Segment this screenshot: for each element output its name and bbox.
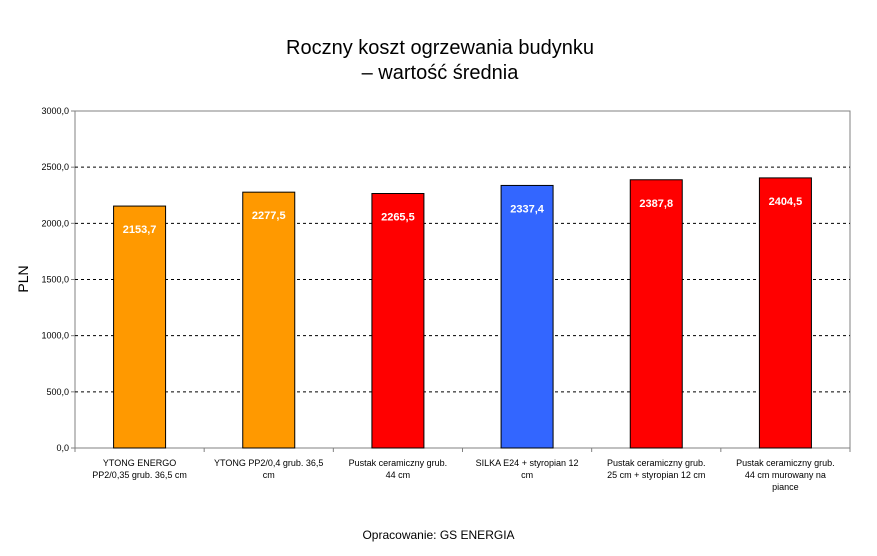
x-tick-label: YTONG PP2/0,4 grub. 36,5 [214, 458, 323, 468]
y-tick-label: 0,0 [56, 443, 69, 453]
bars: 2153,7 2277,5 2265,5 2337,4 2387,8 2404,5 [113, 177, 812, 449]
y-axis-label: PLN [15, 265, 31, 292]
plot-area [74, 110, 851, 449]
x-tick-label: Pustak ceramiczny grub. [736, 458, 835, 468]
x-axis: YTONG ENERGO PP2/0,35 grub. 36,5 cm YTONG … [74, 448, 851, 492]
x-tick-label: 25 cm + styropian 12 cm [607, 470, 705, 480]
x-tick-label: 44 cm [386, 470, 411, 480]
y-axis: 0,0 500,0 1000,0 1500,0 2000,0 2500,0 3000,0 [41, 106, 75, 453]
y-tick-label: 1500,0 [41, 275, 69, 285]
x-tick-label: SILKA E24 + styropian 12 [476, 458, 579, 468]
data-label: 2265,5 [381, 212, 415, 224]
y-tick-label: 2000,0 [41, 218, 69, 228]
y-tick-label: 1000,0 [41, 331, 69, 341]
bar [629, 179, 683, 449]
x-tick-label: cm [263, 470, 275, 480]
chart-title-line-1: Roczny koszt ogrzewania budynku [286, 37, 594, 59]
y-tick-label: 3000,0 [41, 106, 69, 116]
x-tick-label: 44 cm murowany na [745, 470, 826, 480]
y-tick-label: 2500,0 [41, 162, 69, 172]
x-tick-label: Pustak ceramiczny grub. [607, 458, 706, 468]
data-label: 2337,4 [510, 203, 545, 215]
chart-title-line-2: – wartość średnia [361, 62, 519, 84]
x-tick-label: PP2/0,35 grub. 36,5 cm [92, 470, 187, 480]
data-label: 2277,5 [252, 210, 286, 222]
x-tick-label: Pustak ceramiczny grub. [349, 458, 448, 468]
source-note: Opracowanie: GS ENERGIA [362, 528, 515, 542]
bar [500, 184, 554, 449]
x-tick-label: piance [772, 482, 799, 492]
bar [371, 193, 425, 449]
chart-title: Roczny koszt ogrzewania budynku – wartoś… [150, 36, 730, 86]
bar [758, 177, 812, 449]
data-label: 2404,5 [769, 196, 803, 208]
x-tick-label: cm [521, 470, 533, 480]
bar [242, 191, 296, 449]
data-label: 2387,8 [639, 198, 673, 210]
data-label: 2153,7 [123, 224, 157, 236]
y-tick-label: 500,0 [46, 387, 69, 397]
bar [113, 205, 167, 449]
x-tick-label: YTONG ENERGO [103, 458, 176, 468]
